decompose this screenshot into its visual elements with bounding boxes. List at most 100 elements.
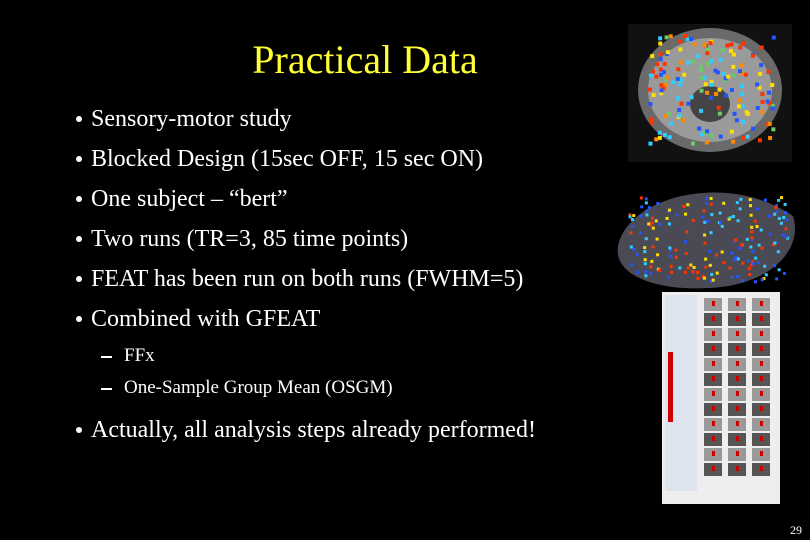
- image-detail: [658, 51, 663, 56]
- image-detail: [736, 361, 739, 366]
- image-detail: [706, 219, 710, 223]
- image-detail: [706, 47, 711, 52]
- image-detail: [703, 82, 708, 87]
- image-detail: [739, 84, 744, 89]
- bullet-text: FEAT has been run on both runs (FWHM=5): [91, 266, 524, 292]
- image-detail: [770, 106, 775, 111]
- image-detail: [755, 224, 759, 228]
- image-detail: [675, 213, 679, 217]
- image-detail: [657, 135, 662, 140]
- image-detail: [736, 421, 739, 426]
- image-detail: [643, 258, 647, 262]
- brain-surface-image: [617, 192, 795, 289]
- image-detail: [779, 196, 783, 200]
- image-detail: [701, 215, 705, 219]
- image-detail: [760, 346, 763, 351]
- image-detail: [731, 139, 736, 144]
- image-detail: [643, 262, 647, 266]
- image-detail: [712, 346, 715, 351]
- image-detail: [650, 216, 654, 220]
- image-detail: [663, 76, 668, 81]
- image-detail: [650, 54, 655, 59]
- image-detail: [678, 82, 683, 87]
- image-detail: [760, 451, 763, 456]
- image-detail: [743, 72, 748, 77]
- image-detail: [751, 126, 756, 131]
- image-detail: [659, 83, 664, 88]
- image-detail: [689, 263, 693, 267]
- bullet-marker: [76, 276, 82, 282]
- image-detail: [704, 265, 708, 269]
- image-detail: [723, 76, 728, 81]
- image-detail: [643, 246, 647, 250]
- image-detail: [639, 214, 643, 218]
- image-detail: [658, 36, 663, 41]
- image-detail: [698, 65, 703, 70]
- image-detail: [656, 253, 660, 257]
- image-detail: [738, 207, 742, 211]
- image-detail: [748, 198, 752, 202]
- image-detail: [644, 197, 648, 201]
- image-detail: [763, 264, 767, 268]
- image-detail: [714, 92, 719, 97]
- image-detail: [657, 268, 661, 272]
- image-detail: [750, 53, 755, 58]
- sub-bullet-marker: [101, 356, 112, 358]
- image-detail: [654, 74, 659, 79]
- image-detail: [753, 219, 757, 223]
- image-detail: [639, 196, 643, 200]
- bullet-marker: [76, 116, 82, 122]
- image-detail: [736, 406, 739, 411]
- image-detail: [731, 52, 736, 57]
- image-detail: [708, 95, 713, 100]
- image-detail: [757, 85, 762, 90]
- image-detail: [783, 211, 787, 215]
- image-detail: [648, 141, 653, 146]
- image-detail: [650, 69, 655, 74]
- image-detail: [704, 257, 708, 261]
- image-detail: [781, 233, 785, 237]
- image-detail: [753, 280, 757, 284]
- image-detail: [661, 86, 666, 91]
- image-detail: [668, 246, 672, 250]
- image-detail: [697, 126, 702, 131]
- image-detail: [782, 215, 786, 219]
- image-detail: [750, 263, 754, 267]
- image-detail: [649, 271, 653, 275]
- image-detail: [737, 246, 741, 250]
- image-detail: [740, 92, 745, 97]
- image-detail: [705, 196, 709, 200]
- image-detail: [659, 88, 664, 93]
- image-detail: [720, 224, 724, 228]
- image-detail: [648, 223, 652, 227]
- image-detail: [669, 254, 673, 258]
- image-detail: [760, 331, 763, 336]
- image-detail: [658, 41, 663, 46]
- image-detail: [737, 69, 742, 74]
- image-detail: [775, 204, 779, 208]
- image-detail: [770, 103, 775, 108]
- bullet-marker: [76, 236, 82, 242]
- image-detail: [683, 240, 687, 244]
- image-detail: [709, 279, 713, 283]
- image-detail: [722, 261, 726, 265]
- image-detail: [662, 82, 667, 87]
- image-detail: [710, 213, 714, 217]
- image-detail: [721, 71, 726, 76]
- image-detail: [708, 263, 712, 267]
- image-detail: [703, 233, 707, 237]
- image-detail: [696, 54, 701, 59]
- image-detail: [762, 277, 766, 281]
- image-detail: [767, 214, 771, 218]
- image-detail: [736, 301, 739, 306]
- bullet-text: Combined with GFEAT: [91, 306, 321, 332]
- image-detail: [765, 122, 770, 127]
- image-detail: [734, 238, 738, 242]
- image-detail: [760, 466, 763, 471]
- image-detail: [669, 248, 673, 252]
- image-detail: [702, 276, 706, 280]
- image-detail: [728, 216, 732, 220]
- image-detail: [684, 270, 688, 274]
- image-detail: [701, 274, 705, 278]
- image-detail: [629, 231, 633, 235]
